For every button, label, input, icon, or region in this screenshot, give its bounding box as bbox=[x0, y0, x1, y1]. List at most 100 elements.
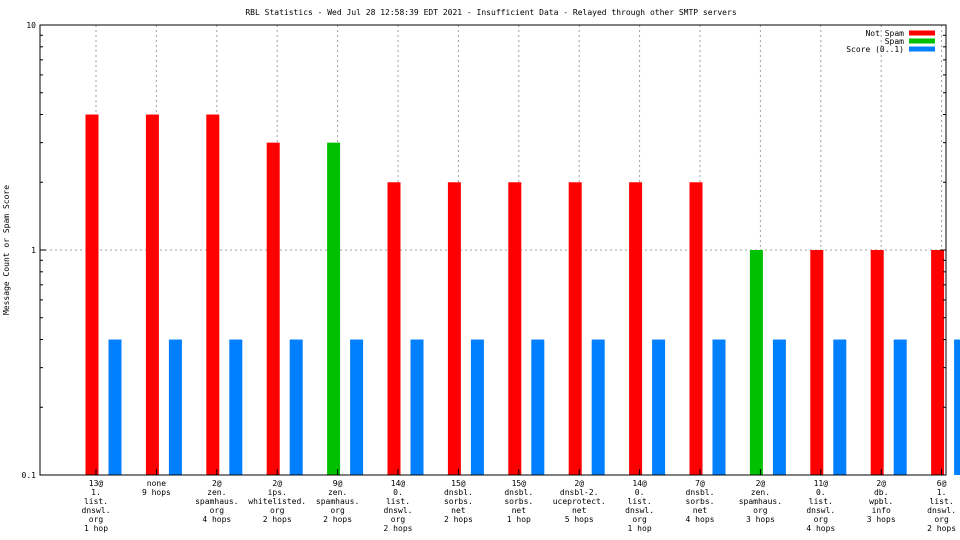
x-tick-label: 1 hop bbox=[507, 515, 531, 524]
x-tick-label: 6@ bbox=[937, 479, 947, 488]
y-tick-label: 10 bbox=[26, 21, 36, 30]
x-tick-label: 4 hops bbox=[686, 515, 715, 524]
x-tick-label: 4 hops bbox=[806, 524, 835, 533]
x-tick-label: list. bbox=[628, 497, 652, 506]
x-tick-label: 3 hops bbox=[746, 515, 775, 524]
y-tick-label: 0.1 bbox=[22, 471, 37, 480]
x-tick-label: 1. bbox=[91, 488, 101, 497]
bar-score-0-1 bbox=[289, 339, 303, 475]
legend-swatch bbox=[909, 46, 935, 52]
bar-not-spam bbox=[85, 114, 99, 475]
x-tick-label: org bbox=[89, 515, 104, 524]
x-tick-label: 9@ bbox=[333, 479, 343, 488]
x-tick-label: spamhaus. bbox=[195, 497, 238, 506]
x-tick-label: net bbox=[451, 506, 466, 515]
bar-not-spam bbox=[266, 142, 280, 476]
x-tick-label: net bbox=[693, 506, 708, 515]
legend-swatch bbox=[909, 38, 935, 44]
bar-score-0-1 bbox=[652, 339, 666, 475]
bar-spam bbox=[749, 250, 763, 475]
x-tick-label: 11@ bbox=[814, 479, 829, 488]
x-tick-label: org bbox=[814, 515, 829, 524]
bar-not-spam bbox=[931, 250, 945, 475]
x-tick-label: zen. bbox=[751, 488, 770, 497]
x-tick-label: 2 hops bbox=[384, 524, 413, 533]
x-tick-label: dnswl. bbox=[82, 506, 111, 515]
x-tick-label: 2 hops bbox=[444, 515, 473, 524]
chart-title: RBL Statistics - Wed Jul 28 12:58:39 EDT… bbox=[245, 8, 736, 17]
x-tick-label: 2@ bbox=[212, 479, 222, 488]
bar-score-0-1 bbox=[531, 339, 545, 475]
x-tick-label: 2 hops bbox=[323, 515, 352, 524]
x-tick-label: zen. bbox=[328, 488, 347, 497]
x-tick-label: dnswl. bbox=[625, 506, 654, 515]
x-tick-label: sorbs. bbox=[444, 497, 473, 506]
bar-score-0-1 bbox=[954, 339, 960, 475]
x-tick-label: org bbox=[934, 515, 949, 524]
x-tick-label: dnsbl. bbox=[444, 488, 473, 497]
x-tick-label: wpbl. bbox=[869, 497, 893, 506]
y-tick-label: 1 bbox=[31, 246, 36, 255]
x-tick-label: org bbox=[270, 506, 285, 515]
bar-score-0-1 bbox=[168, 339, 182, 475]
bar-not-spam bbox=[810, 250, 824, 475]
x-tick-label: zen. bbox=[207, 488, 226, 497]
bar-not-spam bbox=[206, 114, 220, 475]
x-tick-label: 3 hops bbox=[867, 515, 896, 524]
x-tick-label: dnsbl. bbox=[504, 488, 533, 497]
x-tick-label: net bbox=[512, 506, 527, 515]
x-tick-label: list. bbox=[809, 497, 833, 506]
bar-not-spam bbox=[568, 182, 582, 475]
legend-swatch bbox=[909, 30, 935, 36]
x-tick-label: 9 hops bbox=[142, 488, 171, 497]
x-tick-label: 15@ bbox=[451, 479, 466, 488]
bar-not-spam bbox=[689, 182, 703, 475]
bar-not-spam bbox=[145, 114, 159, 475]
x-tick-label: org bbox=[632, 515, 647, 524]
x-tick-label: net bbox=[572, 506, 587, 515]
x-tick-label: 2@ bbox=[574, 479, 584, 488]
x-tick-label: 14@ bbox=[632, 479, 647, 488]
bars-group bbox=[85, 114, 960, 476]
x-tick-label: 0. bbox=[393, 488, 403, 497]
legend-label: Spam bbox=[885, 37, 904, 46]
bar-score-0-1 bbox=[772, 339, 786, 475]
x-tick-label: dnswl. bbox=[806, 506, 835, 515]
x-tick-label: sorbs. bbox=[504, 497, 533, 506]
x-tick-label: db. bbox=[874, 488, 888, 497]
x-tick-label: 14@ bbox=[391, 479, 406, 488]
legend-label: Score (0..1) bbox=[846, 45, 904, 54]
bar-score-0-1 bbox=[108, 339, 122, 475]
x-tick-label: 1. bbox=[937, 488, 947, 497]
x-tick-label: dnswl. bbox=[384, 506, 413, 515]
x-tick-label: sorbs. bbox=[686, 497, 715, 506]
x-tick-label: 2 hops bbox=[263, 515, 292, 524]
x-tick-label: spamhaus. bbox=[739, 497, 782, 506]
legend-label: Not Spam bbox=[865, 29, 904, 38]
x-tick-label: 1 hop bbox=[628, 524, 652, 533]
x-tick-label: none bbox=[147, 479, 166, 488]
y-axis-ticks: 0.1 1 10 bbox=[22, 21, 946, 480]
x-tick-label: org bbox=[391, 515, 406, 524]
x-tick-label: spamhaus. bbox=[316, 497, 359, 506]
bar-score-0-1 bbox=[470, 339, 484, 475]
x-tick-label: 15@ bbox=[512, 479, 527, 488]
x-tick-label: 2@ bbox=[876, 479, 886, 488]
bar-score-0-1 bbox=[833, 339, 847, 475]
x-tick-label: ips. bbox=[268, 488, 287, 497]
bar-score-0-1 bbox=[410, 339, 424, 475]
bar-not-spam bbox=[508, 182, 522, 475]
x-tick-label: 4 hops bbox=[202, 515, 231, 524]
x-tick-label: uceprotect. bbox=[553, 497, 606, 506]
x-tick-label: 0. bbox=[816, 488, 826, 497]
bar-score-0-1 bbox=[712, 339, 726, 475]
x-tick-label: whitelisted. bbox=[248, 497, 306, 506]
x-tick-label: 2@ bbox=[272, 479, 282, 488]
x-tick-label: info bbox=[872, 506, 891, 515]
x-tick-label: list. bbox=[386, 497, 410, 506]
x-tick-label: dnsbl-2. bbox=[560, 488, 599, 497]
x-tick-label: 2 hops bbox=[927, 524, 956, 533]
